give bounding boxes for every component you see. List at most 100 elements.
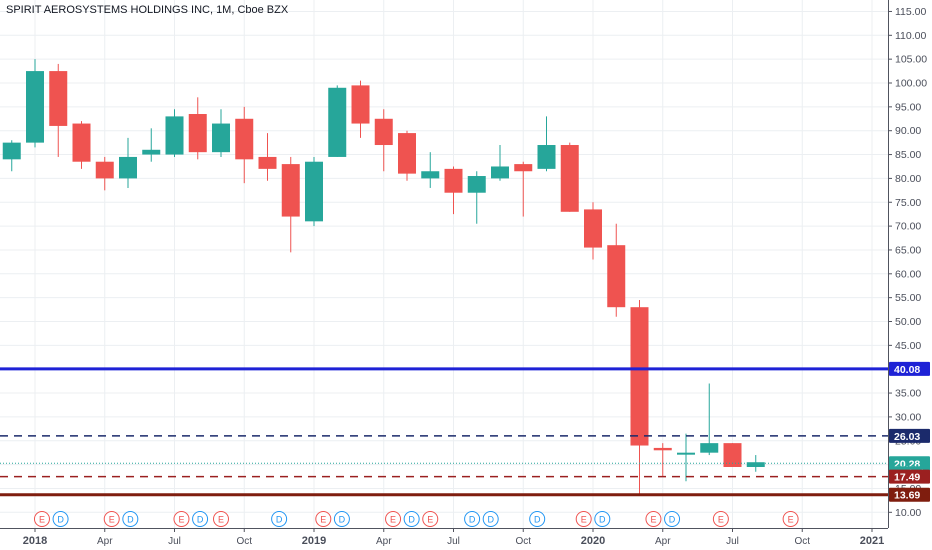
event-label: E [788, 515, 794, 525]
time-tick-label: Jul [168, 536, 181, 547]
candle-body [723, 443, 742, 467]
candle-body [305, 161, 323, 222]
dividend-event-icon [482, 511, 499, 527]
candle-body [444, 168, 463, 193]
candle-body [630, 307, 649, 446]
candle-body [537, 145, 556, 169]
event-label: E [109, 515, 115, 525]
chart-title: SPIRIT AEROSYSTEMS HOLDINGS INC, 1M, Cbo… [6, 4, 289, 16]
event-label: E [218, 515, 224, 525]
event-label: E [390, 515, 396, 525]
event-label: D [127, 515, 134, 525]
event-label: D [276, 515, 283, 525]
price-label-tag [889, 428, 930, 443]
dividend-event-icon [52, 511, 69, 527]
time-tick-label: Jul [726, 536, 739, 547]
price-tick-label: 100.00 [895, 78, 927, 90]
event-label: E [39, 515, 45, 525]
time-tick-label: Oct [236, 536, 252, 547]
earnings-event-icon [782, 511, 799, 527]
candle-body [119, 156, 137, 179]
earnings-event-icon [385, 511, 402, 527]
candle-body [351, 85, 370, 124]
candle-body [328, 87, 347, 157]
time-tick-label: 2019 [302, 535, 326, 547]
time-tick-label: Apr [655, 536, 671, 547]
dividend-event-icon [333, 511, 350, 527]
dividend-event-icon [192, 511, 209, 527]
event-label: E [320, 515, 326, 525]
price-label-text: 40.08 [894, 364, 920, 376]
price-label-tag [889, 487, 930, 502]
event-label: D [487, 515, 494, 525]
candle-body [514, 164, 533, 172]
price-tick-label: 60.00 [895, 268, 921, 280]
time-tick-label: Jul [447, 536, 460, 547]
price-tick-label: 35.00 [895, 388, 921, 400]
event-label: E [427, 515, 433, 525]
time-tick-label: 2018 [23, 535, 47, 547]
candle-body [653, 447, 672, 451]
candle-body [188, 114, 207, 153]
dividend-event-icon [594, 511, 611, 527]
earnings-event-icon [213, 511, 229, 527]
price-tick-label: 85.00 [895, 149, 921, 161]
candle-body [281, 164, 300, 217]
price-tick-label: 110.00 [895, 30, 926, 42]
earnings-event-icon [422, 511, 439, 527]
earnings-event-icon [173, 511, 190, 527]
candle-body [584, 209, 602, 248]
earnings-event-icon [712, 511, 729, 527]
event-label: D [599, 515, 606, 525]
candle-body [700, 443, 719, 453]
price-tick-label: 55.00 [895, 292, 921, 304]
candle-body [165, 116, 184, 155]
candle-body [677, 452, 695, 455]
candle-body [258, 156, 277, 169]
earnings-event-icon [645, 511, 662, 527]
time-axis-bg [0, 528, 888, 550]
time-tick-label: Oct [794, 536, 810, 547]
candle-body [142, 149, 161, 155]
event-label: D [408, 515, 415, 525]
candle-body [467, 176, 486, 193]
price-tick-label: 105.00 [895, 54, 927, 66]
price-tick-label: 75.00 [895, 197, 921, 209]
price-tick-label: 65.00 [895, 244, 921, 256]
price-tick-label: 80.00 [895, 173, 921, 185]
candle-body [560, 145, 579, 212]
candle-body [398, 133, 416, 174]
event-label: D [339, 515, 346, 525]
candle-body [2, 142, 21, 160]
event-label: E [650, 515, 656, 525]
candle-body [49, 71, 68, 126]
earnings-event-icon [575, 511, 592, 527]
dividend-event-icon [403, 511, 420, 527]
price-label-tag [889, 469, 930, 484]
candle-body [491, 166, 509, 179]
time-tick-label: Apr [376, 536, 392, 547]
price-label-tag [889, 361, 930, 376]
price-tick-label: 10.00 [895, 507, 921, 519]
candle-body [374, 118, 393, 146]
event-label: D [534, 515, 541, 525]
event-label: D [57, 515, 64, 525]
time-tick-label: Oct [515, 536, 531, 547]
price-tick-label: 70.00 [895, 221, 921, 233]
price-tick-label: 45.00 [895, 340, 921, 352]
price-tick-label: 50.00 [895, 316, 921, 328]
dividend-event-icon [664, 511, 681, 527]
earnings-event-icon [103, 511, 120, 527]
candle-body [235, 118, 254, 160]
candle-body [421, 171, 440, 179]
candle-body [607, 245, 626, 308]
price-label-text: 17.49 [894, 472, 920, 484]
dividend-event-icon [271, 511, 288, 527]
price-tick-label: 30.00 [895, 411, 921, 423]
time-tick-label: 2020 [581, 535, 605, 547]
candle-body [26, 71, 44, 143]
price-tick-label: 95.00 [895, 101, 921, 113]
dividend-event-icon [529, 511, 546, 527]
